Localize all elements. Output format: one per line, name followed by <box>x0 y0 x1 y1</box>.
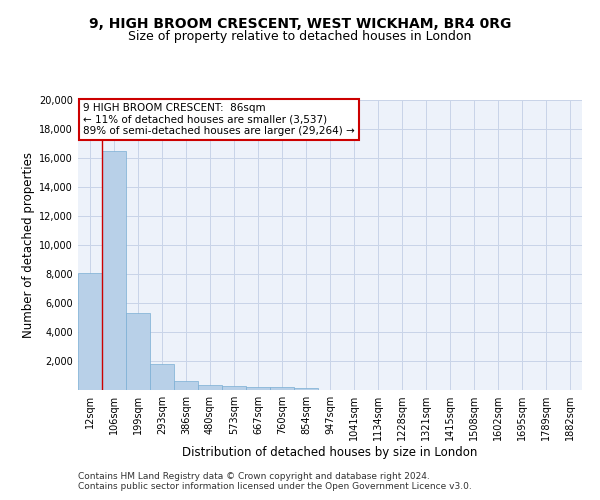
Bar <box>150 364 174 390</box>
Bar <box>198 385 222 390</box>
Bar <box>270 387 294 390</box>
Bar <box>174 380 198 390</box>
Y-axis label: Number of detached properties: Number of detached properties <box>22 152 35 338</box>
Bar <box>246 387 270 390</box>
Text: Size of property relative to detached houses in London: Size of property relative to detached ho… <box>128 30 472 43</box>
Text: 9 HIGH BROOM CRESCENT:  86sqm
← 11% of detached houses are smaller (3,537)
89% o: 9 HIGH BROOM CRESCENT: 86sqm ← 11% of de… <box>83 103 355 136</box>
X-axis label: Distribution of detached houses by size in London: Distribution of detached houses by size … <box>182 446 478 459</box>
Bar <box>126 313 150 390</box>
Bar <box>78 272 102 390</box>
Bar <box>102 151 126 390</box>
Bar <box>294 388 318 390</box>
Text: 9, HIGH BROOM CRESCENT, WEST WICKHAM, BR4 0RG: 9, HIGH BROOM CRESCENT, WEST WICKHAM, BR… <box>89 18 511 32</box>
Text: Contains HM Land Registry data © Crown copyright and database right 2024.: Contains HM Land Registry data © Crown c… <box>78 472 430 481</box>
Text: Contains public sector information licensed under the Open Government Licence v3: Contains public sector information licen… <box>78 482 472 491</box>
Bar <box>222 386 246 390</box>
